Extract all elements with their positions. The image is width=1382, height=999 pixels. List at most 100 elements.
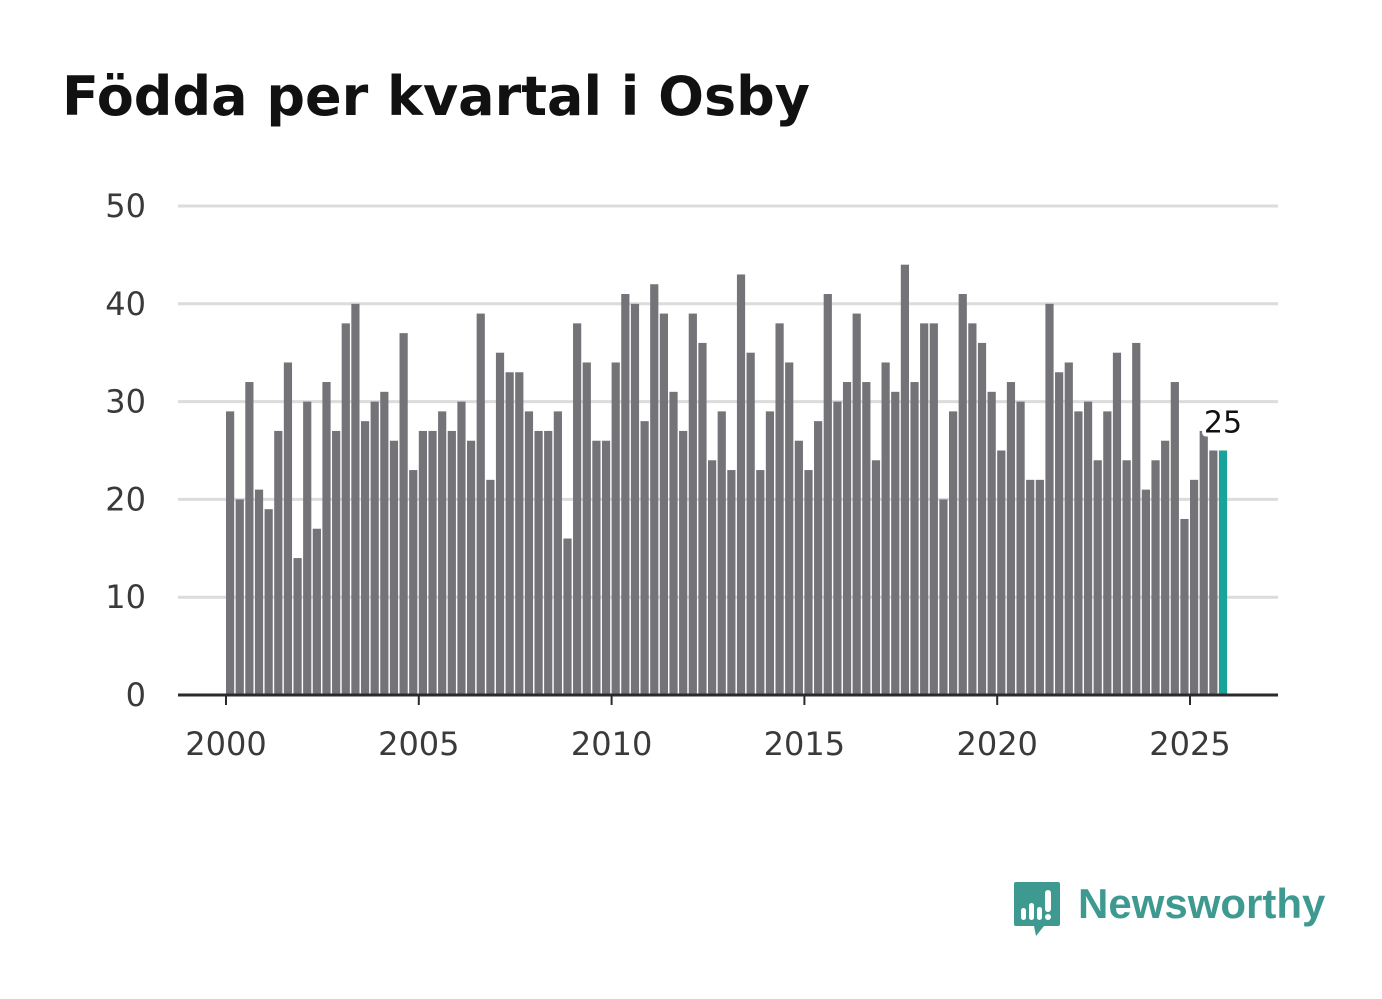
bar	[1132, 342, 1141, 695]
bar	[688, 313, 697, 695]
bar	[486, 479, 495, 695]
bar-latest	[1218, 450, 1228, 695]
bar	[1103, 411, 1112, 695]
bar	[447, 430, 456, 695]
bar	[226, 411, 235, 695]
bar	[775, 323, 784, 695]
bar	[601, 440, 611, 695]
bar	[949, 411, 958, 695]
bar	[1180, 518, 1189, 695]
x-tick-label: 2025	[1149, 725, 1230, 763]
bar	[1151, 460, 1160, 695]
bar	[1064, 362, 1073, 695]
bar	[351, 303, 360, 695]
bar	[611, 362, 620, 695]
bar	[1093, 460, 1102, 695]
bar	[640, 421, 649, 695]
bar	[553, 411, 562, 695]
bar	[833, 401, 842, 695]
bar	[322, 382, 331, 695]
bar	[370, 401, 379, 695]
bar	[1055, 372, 1064, 695]
value-labels: 25	[1200, 402, 1246, 445]
bar	[669, 391, 678, 695]
bar	[582, 362, 591, 695]
y-tick-label: 50	[105, 187, 146, 225]
bar	[968, 323, 977, 695]
bar	[958, 294, 967, 695]
bar	[428, 430, 437, 695]
bar	[1190, 479, 1199, 695]
x-tick-label: 2010	[571, 725, 652, 763]
bar	[380, 391, 389, 695]
bar	[804, 470, 813, 695]
bar	[476, 313, 485, 695]
chart-title: Födda per kvartal i Osby	[62, 65, 811, 128]
bar	[534, 430, 543, 695]
bar	[708, 460, 717, 695]
x-tick-label: 2015	[764, 725, 845, 763]
bar	[563, 538, 572, 695]
bar	[1074, 411, 1083, 695]
bar	[341, 323, 350, 695]
bar	[1141, 489, 1150, 695]
y-axis-ticks: 0 10 20 30 40 50	[105, 187, 146, 714]
bar	[900, 264, 909, 695]
bar	[1045, 303, 1054, 695]
bar	[245, 382, 254, 695]
bar	[283, 362, 293, 695]
bar	[524, 411, 534, 695]
brand-logo: Newsworthy	[1012, 880, 1325, 940]
bar	[1083, 401, 1093, 695]
bar	[592, 440, 601, 695]
bar	[881, 362, 890, 695]
bar	[1122, 460, 1131, 695]
bar	[679, 430, 688, 695]
bar	[794, 440, 803, 695]
y-tick-label: 20	[105, 480, 146, 518]
bar	[1112, 352, 1122, 695]
bar	[254, 489, 264, 695]
bar	[920, 323, 929, 695]
newsworthy-logo-icon	[1014, 882, 1060, 936]
bar	[891, 391, 900, 695]
latest-value-label: 25	[1204, 406, 1242, 441]
bar	[303, 401, 312, 695]
bar	[495, 352, 505, 695]
bar	[1016, 401, 1025, 695]
bar	[312, 528, 321, 695]
bar	[746, 352, 755, 695]
bar	[293, 558, 302, 695]
y-tick-label: 0	[126, 676, 146, 714]
bar	[765, 411, 775, 695]
bar	[418, 430, 427, 695]
bar	[389, 440, 399, 695]
bar	[910, 382, 919, 695]
bar	[1209, 450, 1218, 695]
bar	[842, 382, 852, 695]
bar	[621, 294, 630, 695]
bar	[274, 430, 283, 695]
bar	[630, 303, 640, 695]
x-axis-ticks: 2000 2005 2010 2015 2020 2025	[185, 695, 1231, 763]
bars	[226, 264, 1228, 695]
bar	[698, 342, 707, 695]
bar	[438, 411, 447, 695]
bar	[1035, 479, 1044, 695]
bar	[235, 499, 244, 695]
bar	[987, 391, 996, 695]
y-tick-label: 30	[105, 383, 146, 421]
bar	[544, 430, 553, 695]
bar	[360, 421, 370, 695]
bar	[1161, 440, 1170, 695]
bar	[852, 313, 861, 695]
bar	[1199, 430, 1208, 695]
bar	[736, 274, 746, 695]
bar	[871, 460, 881, 695]
bar	[717, 411, 726, 695]
bar	[650, 284, 659, 695]
bar	[939, 499, 948, 695]
bar	[457, 401, 466, 695]
bar	[409, 470, 418, 695]
